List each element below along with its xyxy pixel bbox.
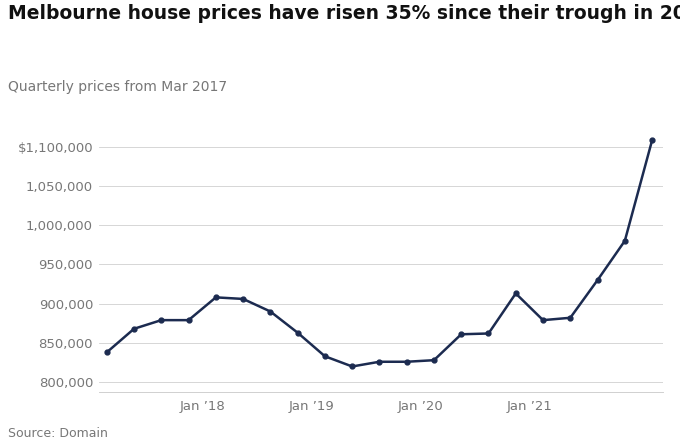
Text: Source: Domain: Source: Domain xyxy=(8,427,108,440)
Text: Quarterly prices from Mar 2017: Quarterly prices from Mar 2017 xyxy=(8,80,227,94)
Text: Melbourne house prices have risen 35% since their trough in 2019: Melbourne house prices have risen 35% si… xyxy=(8,4,680,24)
